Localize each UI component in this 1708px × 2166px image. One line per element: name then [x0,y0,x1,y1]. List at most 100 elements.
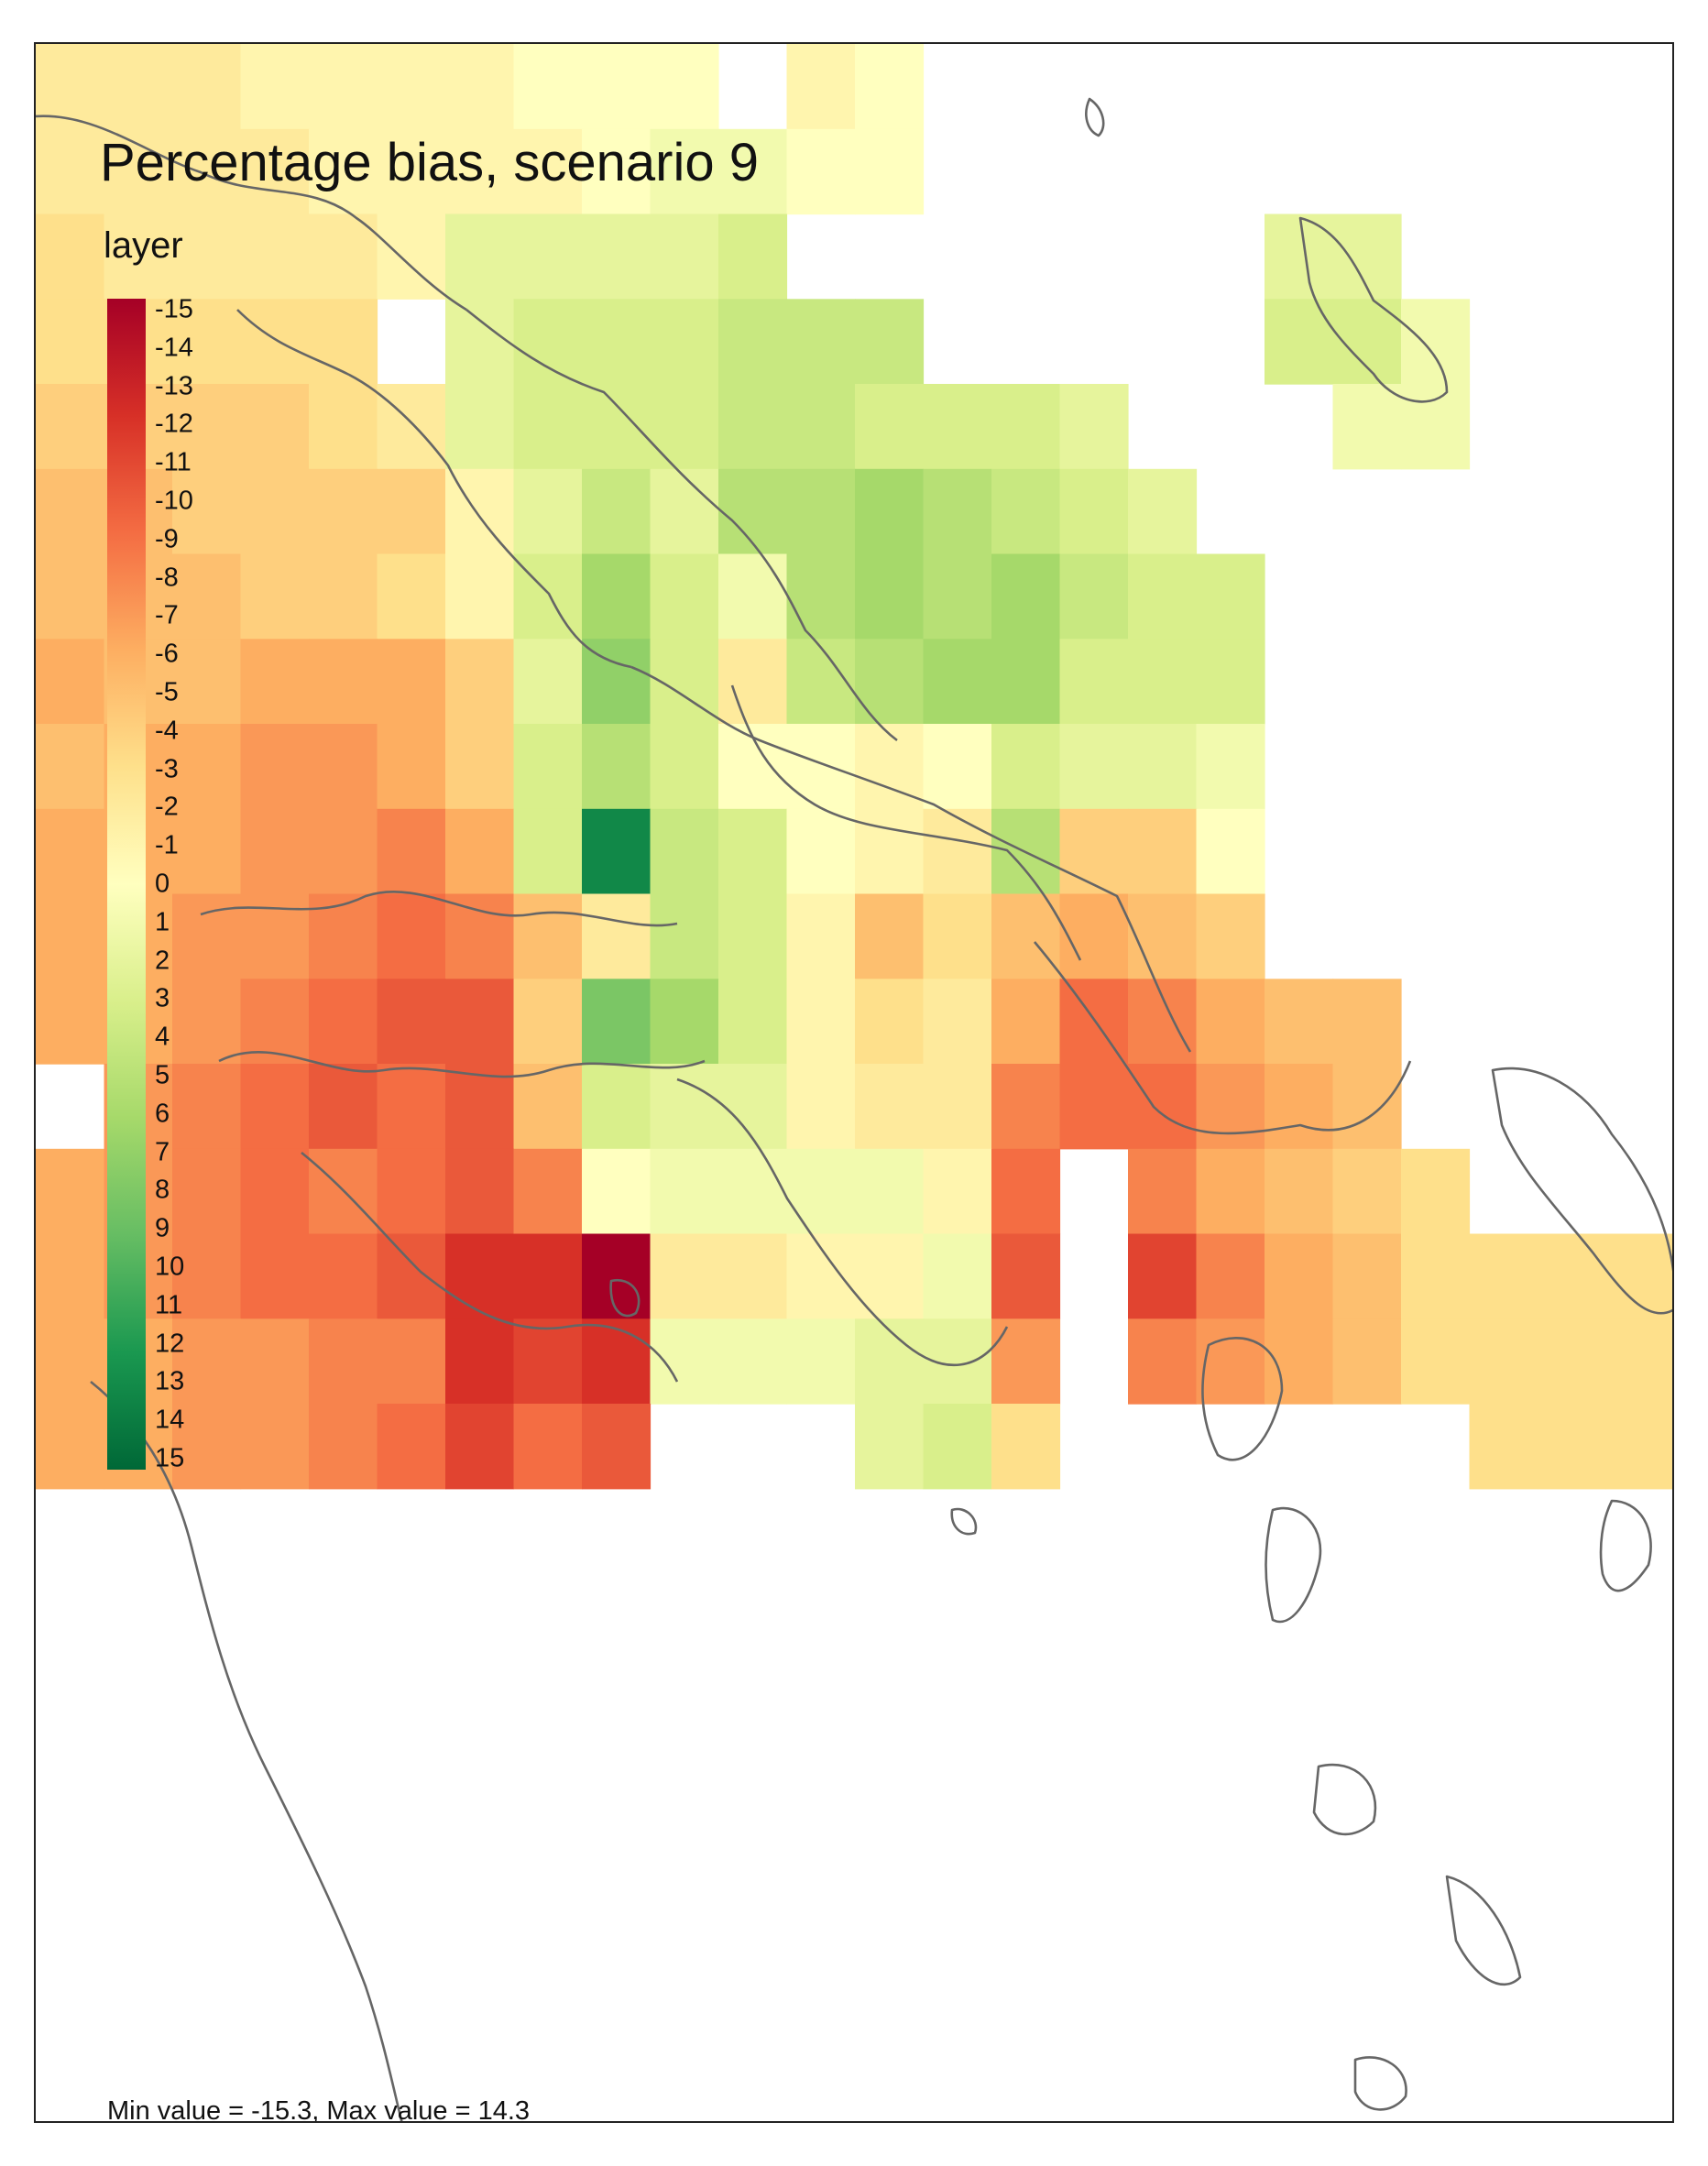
raster-cell [1128,979,1198,1065]
bias-raster-layer [36,44,1672,1490]
raster-cell [377,128,446,215]
raster-cell [309,724,378,810]
island-small-3 [1085,97,1105,137]
raster-cell [786,468,856,555]
raster-cell [1059,468,1129,555]
raster-cell [1469,1404,1538,1490]
raster-cell [36,299,105,385]
legend-tick-label: 9 [155,1213,170,1243]
legend-tick-label: 13 [155,1366,185,1396]
raster-cell [172,808,242,895]
raster-cell [513,808,583,895]
raster-cell [786,724,856,810]
raster-cell [582,553,651,640]
raster-cell [240,1404,310,1490]
coastline-layer [36,97,1672,2121]
raster-cell [855,639,925,725]
raster-cell [445,639,515,725]
raster-cell [377,979,446,1065]
raster-cell [377,1318,446,1405]
raster-cell [718,1233,788,1319]
raster-cell [786,553,856,640]
raster-cell [445,1318,515,1405]
island-south-2 [1599,1499,1652,1592]
raster-cell [377,639,446,725]
raster-cell [923,724,992,810]
island-small-2 [950,1507,978,1536]
raster-cell [582,1318,651,1405]
raster-cell [445,893,515,979]
raster-cell [240,128,310,215]
raster-cell [377,1064,446,1150]
raster-cell [582,1064,651,1150]
raster-cell [513,1404,583,1490]
raster-cell [1401,1233,1471,1319]
raster-cell [923,979,992,1065]
legend-tick-label: 12 [155,1329,185,1359]
raster-cell [36,468,105,555]
raster-cell [718,384,788,470]
raster-cell [582,1404,651,1490]
raster-cell [718,639,788,725]
raster-cell [172,299,242,385]
raster-cell [923,1404,992,1490]
raster-cell [445,44,515,130]
coastline-east-land [1034,941,1412,1135]
raster-cell [718,1318,788,1405]
raster-cell [923,1148,992,1235]
map-canvas[interactable] [36,44,1672,2121]
island-south-east [1201,1337,1284,1461]
raster-cell [718,128,788,215]
raster-cell [309,384,378,470]
raster-cell [718,1148,788,1235]
raster-cell [923,553,992,640]
raster-cell [445,128,515,215]
raster-cell [1332,213,1402,300]
raster-cell [513,639,583,725]
raster-cell [650,128,719,215]
raster-cell [1128,1064,1198,1150]
raster-cell [377,893,446,979]
raster-cell [786,1064,856,1150]
legend-tick-label: 5 [155,1060,170,1090]
legend-tick-label: -2 [155,792,179,822]
raster-cell [1196,1148,1265,1235]
raster-cell [445,1404,515,1490]
coastline-italy-west [36,115,467,312]
raster-cell [172,1064,242,1150]
raster-cell [718,213,788,300]
raster-cell [309,1318,378,1405]
raster-cell [786,1318,856,1405]
raster-cell [309,979,378,1065]
raster-cell [582,128,651,215]
legend-tick-label: 3 [155,983,170,1013]
raster-cell [240,44,310,130]
raster-cell [513,299,583,385]
coastline-gulf [730,684,1082,961]
raster-cell [786,1148,856,1235]
raster-cell [377,468,446,555]
raster-cell [650,384,719,470]
raster-cell [650,299,719,385]
coastline-adriatic-west [236,309,632,669]
raster-cell [240,384,310,470]
raster-cell [1059,1064,1129,1150]
raster-cell [1605,1318,1672,1405]
legend-tick-label: 15 [155,1443,185,1473]
raster-cell [923,808,992,895]
raster-cell [923,1233,992,1319]
raster-cell [991,979,1061,1065]
raster-cell [1401,299,1471,385]
raster-cell [991,1064,1061,1150]
raster-cell [855,893,925,979]
raster-cell [582,808,651,895]
island-east-large [1491,1067,1672,1315]
raster-cell [718,979,788,1065]
raster-cell [1332,979,1402,1065]
min-max-note: Min value = -15.3, Max value = 14.3 [107,2096,531,2123]
raster-cell [36,1148,105,1235]
raster-cell [991,1318,1061,1405]
legend-tick-label: -11 [155,447,192,477]
raster-cell [582,44,651,130]
legend-tick-label: 1 [155,907,170,937]
